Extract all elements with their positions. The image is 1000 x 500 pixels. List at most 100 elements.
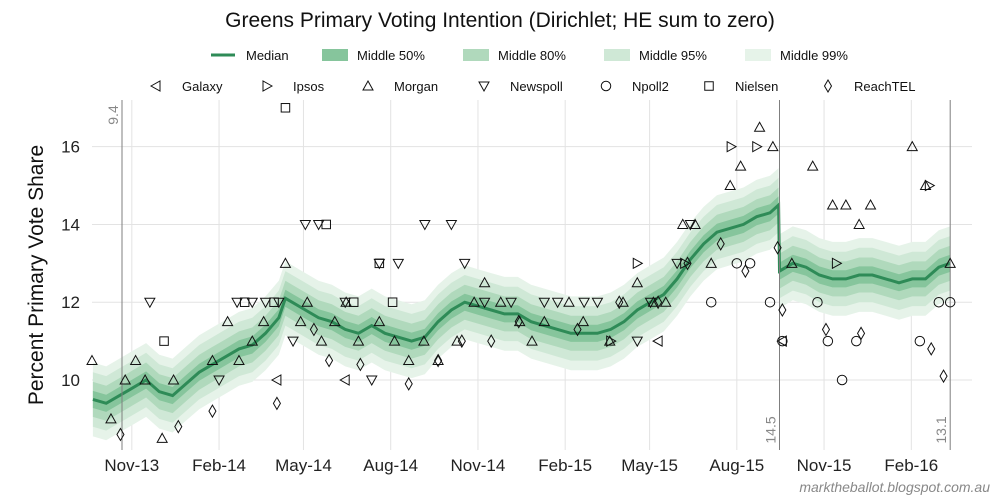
poll-point-reachtel [741, 264, 750, 279]
poll-point-reachtel [356, 357, 365, 372]
legend: Median Middle 50% Middle 80% Middle 95% Midd… [149, 48, 915, 94]
poll-point-morgan [906, 140, 919, 152]
poll-point-reachtel [856, 326, 866, 341]
poll-point-npoll2 [851, 335, 862, 347]
poll-point-nielsen [269, 297, 279, 307]
poll-point-nielsen [280, 103, 291, 113]
x-tick-label: Aug-14 [363, 456, 418, 475]
poll-point-morgan [785, 257, 798, 268]
poll-point-newspoll [591, 297, 604, 309]
poll-point-morgan [279, 257, 292, 268]
poll-point-morgan [328, 315, 341, 327]
poll-point-reachtel [434, 353, 443, 368]
poll-point-reachtel [309, 322, 318, 337]
legend-marker-label: Ipsos [293, 79, 325, 94]
poll-point-morgan [233, 354, 245, 366]
poll-point-morgan [705, 257, 718, 268]
poll-point-npoll2 [744, 258, 756, 269]
legend-marker-galaxy [149, 80, 161, 92]
poll-point-reachtel [573, 322, 582, 337]
legend-marker-ipsos [262, 80, 274, 92]
poll-point-reachtel [716, 236, 725, 251]
poll-point-ipsos [752, 140, 763, 153]
poll-point-newspoll [299, 219, 312, 231]
poll-point-morgan [919, 179, 932, 191]
poll-point-morgan [689, 218, 701, 229]
poll-point-morgan [853, 218, 866, 229]
legend-marker-newspoll [478, 81, 490, 93]
poll-point-npoll2 [812, 296, 823, 308]
poll-point-newspoll [312, 219, 325, 231]
poll-point-reachtel [683, 256, 692, 271]
poll-point-reachtel [821, 322, 831, 337]
poll-point-galaxy [776, 335, 787, 347]
poll-point-morgan [478, 276, 491, 288]
poll-point-morgan [724, 179, 737, 191]
poll-points [86, 103, 957, 443]
poll-point-newspoll [644, 297, 657, 309]
poll-point-morgan [864, 198, 877, 210]
poll-point-morgan [119, 373, 132, 385]
legend-band-swatch [604, 49, 630, 61]
poll-point-morgan [301, 296, 314, 307]
poll-point-reachtel [272, 396, 281, 411]
poll-point-npoll2 [933, 296, 945, 308]
poll-point-newspoll [671, 258, 683, 270]
poll-point-morgan [105, 412, 117, 424]
poll-point-newspoll [478, 297, 491, 309]
poll-point-galaxy [339, 374, 350, 386]
x-tick-label: Feb-15 [538, 456, 592, 475]
election-lines: 9.4 14.5 13.1 [105, 100, 951, 450]
poll-point-newspoll [631, 336, 644, 348]
poll-point-morgan [257, 315, 270, 327]
y-tick-label: 14 [61, 215, 80, 234]
x-tick-label: Aug-15 [709, 456, 764, 475]
legend-marker-npoll2 [600, 80, 612, 92]
poll-point-npoll2 [914, 335, 926, 347]
poll-point-reachtel [514, 314, 523, 329]
poll-point-morgan [826, 198, 839, 210]
x-tick-label: May-15 [621, 456, 678, 475]
poll-point-newspoll [143, 297, 156, 309]
poll-point-ipsos [831, 257, 843, 270]
band-50 [779, 254, 951, 292]
legend-marker-label: Galaxy [182, 79, 223, 94]
poll-point-reachtel [404, 376, 413, 391]
poll-point-galaxy [652, 335, 663, 347]
poll-point-reachtel [773, 240, 782, 255]
election-line-label: 9.4 [105, 105, 121, 125]
poll-point-npoll2 [822, 335, 834, 347]
poll-point-reachtel [116, 427, 125, 442]
source-credit: marktheballot.blogspot.com.au [799, 479, 990, 495]
poll-point-newspoll [578, 297, 591, 309]
credible-bands [92, 168, 951, 441]
poll-point-morgan [617, 296, 629, 307]
poll-point-morgan [563, 296, 575, 307]
poll-point-reachtel [208, 404, 217, 419]
poll-point-npoll2 [731, 258, 743, 269]
x-tick-label: Nov-15 [797, 456, 852, 475]
legend-marker-morgan [362, 79, 374, 91]
legend-band-label: Middle 50% [357, 48, 425, 63]
poll-point-morgan [538, 315, 551, 327]
band-95 [92, 177, 779, 431]
poll-point-ipsos [632, 257, 644, 270]
poll-point-ipsos [726, 140, 738, 153]
legend-marker-label: Newspoll [510, 79, 563, 94]
legend-band-label: Middle 99% [780, 48, 848, 63]
poll-point-morgan [167, 373, 180, 385]
poll-point-morgan [647, 296, 660, 307]
poll-point-reachtel [487, 334, 496, 349]
poll-point-newspoll [213, 375, 225, 387]
poll-point-morgan [767, 140, 779, 152]
poll-point-reachtel [174, 419, 183, 434]
poll-point-morgan [129, 354, 142, 366]
poll-point-newspoll [231, 297, 243, 309]
median-line [92, 201, 951, 405]
poll-point-morgan [840, 198, 852, 210]
x-tick-label: Nov-13 [104, 456, 159, 475]
poll-point-morgan [221, 315, 234, 327]
poll-point-npoll2 [777, 335, 788, 347]
poll-point-newspoll [538, 297, 551, 309]
